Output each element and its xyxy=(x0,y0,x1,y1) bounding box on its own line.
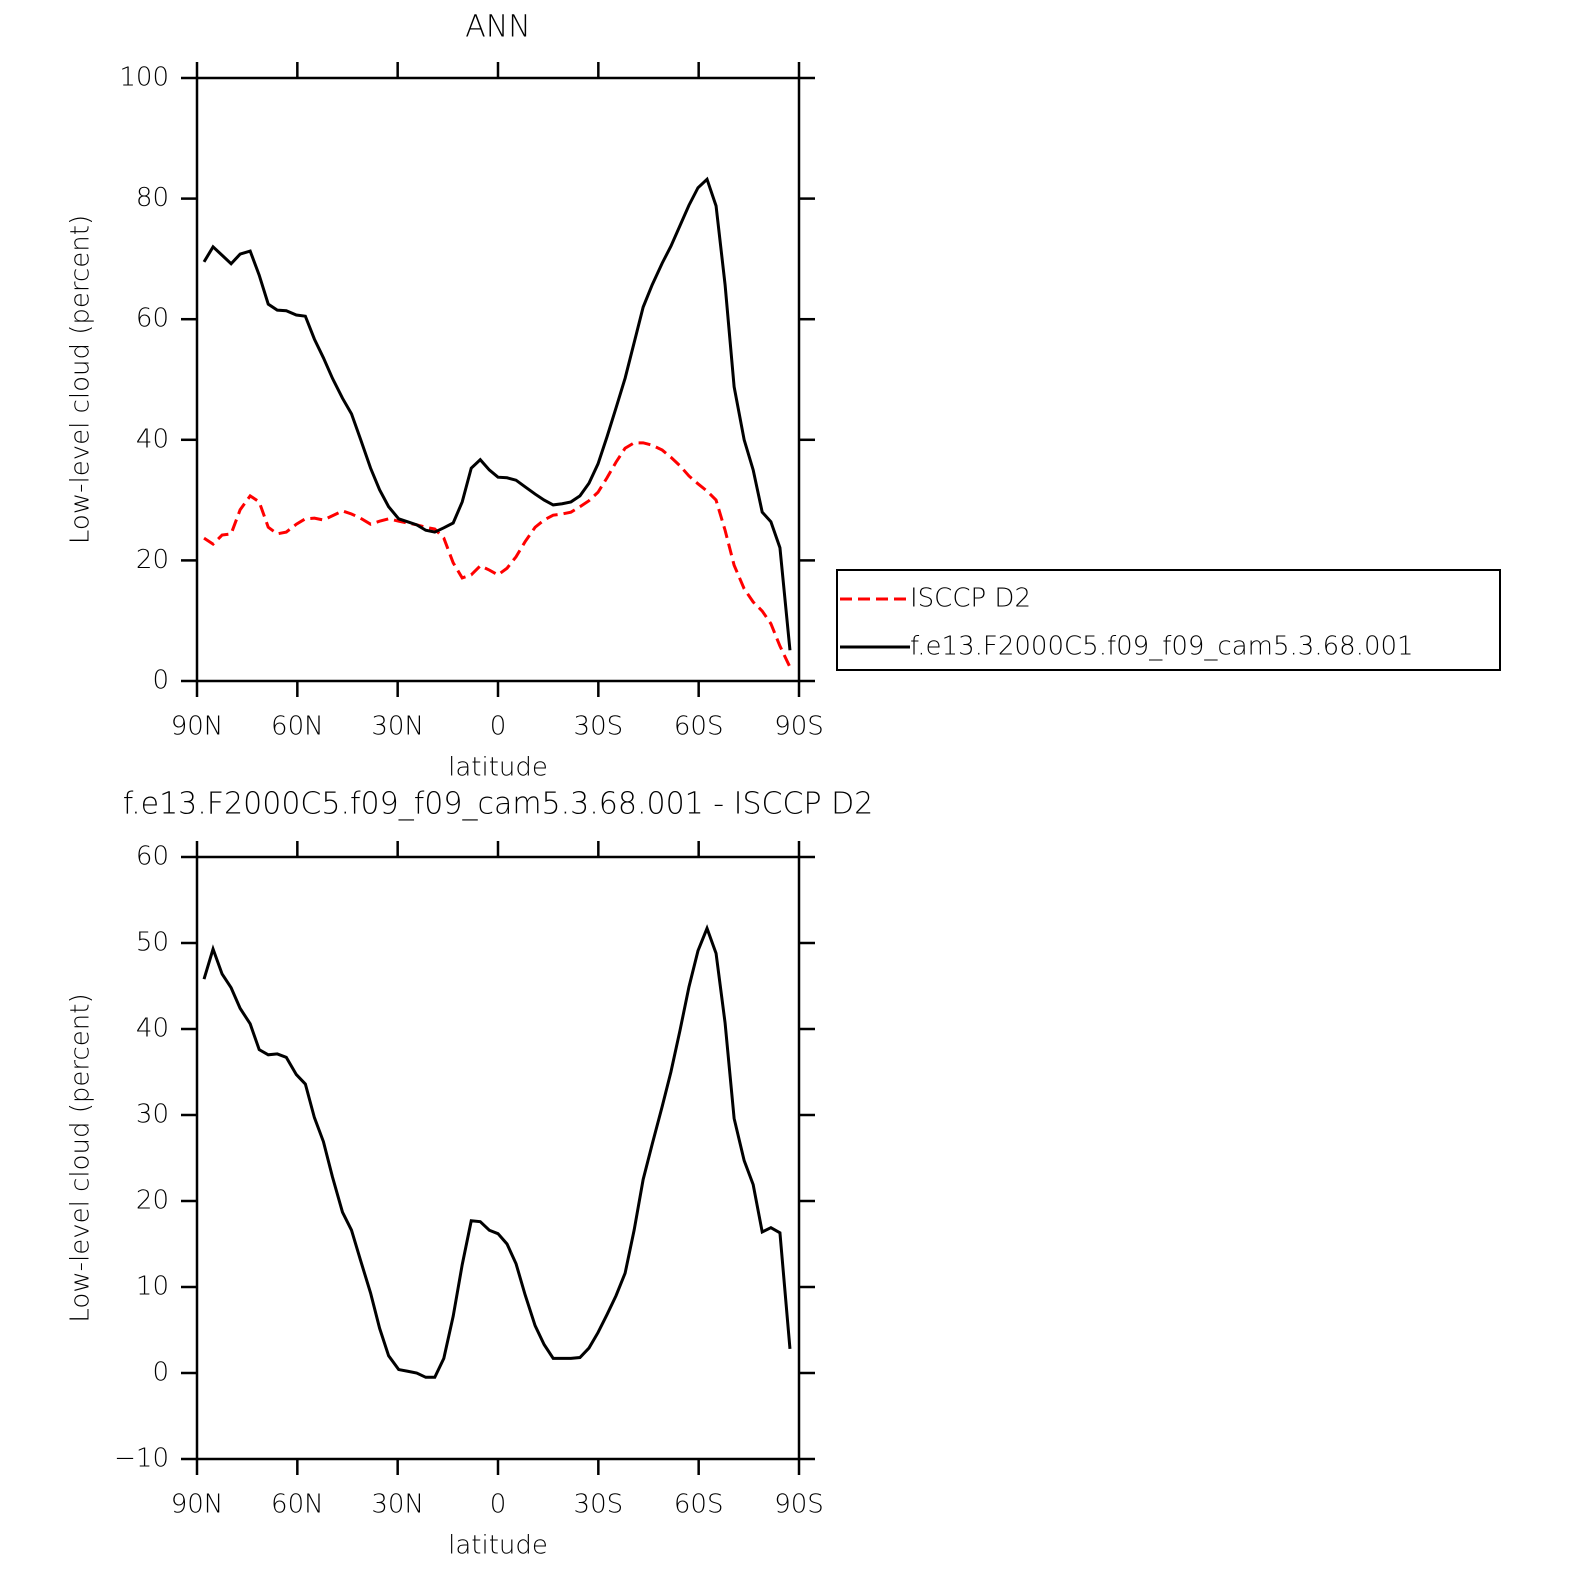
x-tick-label: 60N xyxy=(271,712,324,742)
plot-frame xyxy=(195,855,801,1461)
y-tick-label: 50 xyxy=(136,928,169,958)
y-tick-label: 80 xyxy=(136,183,169,213)
x-tick-label: 60S xyxy=(674,1490,724,1520)
y-tick-label: 30 xyxy=(136,1100,169,1130)
y-tick-label: −10 xyxy=(114,1444,169,1474)
x-tick-label: 30N xyxy=(371,1490,424,1520)
y-tick-label: 60 xyxy=(136,304,169,334)
x-tick-label: 0 xyxy=(490,712,507,742)
y-axis-label: Low-level cloud (percent) xyxy=(66,993,96,1322)
y-tick-label: 0 xyxy=(152,1358,169,1388)
plot-frame xyxy=(195,76,801,683)
y-tick-label: 20 xyxy=(136,1186,169,1216)
y-tick-label: 10 xyxy=(136,1272,169,1302)
x-tick-label: 90S xyxy=(774,1490,824,1520)
x-tick-label: 0 xyxy=(490,1490,507,1520)
x-tick-label: 90N xyxy=(171,1490,224,1520)
data-line xyxy=(203,441,792,668)
y-tick-label: 0 xyxy=(152,666,169,696)
data-line xyxy=(202,924,792,1379)
y-tick-label: 100 xyxy=(119,63,169,93)
y-tick-label: 40 xyxy=(136,424,169,454)
legend-box xyxy=(836,569,1501,671)
x-axis-label: latitude xyxy=(448,1531,548,1561)
x-tick-label: 90S xyxy=(774,712,824,742)
x-axis-label: latitude xyxy=(448,753,548,783)
y-tick-label: 20 xyxy=(136,545,169,575)
x-tick-label: 60N xyxy=(271,1490,324,1520)
x-tick-label: 30N xyxy=(371,712,424,742)
legend-label: f.e13.F2000C5.f09_f09_cam5.3.68.001 xyxy=(910,632,1414,662)
legend-label: ISCCP D2 xyxy=(910,584,1031,614)
x-tick-label: 30S xyxy=(574,712,624,742)
data-line xyxy=(202,176,792,651)
y-tick-label: 60 xyxy=(136,842,169,872)
chart-title: f.e13.F2000C5.f09_f09_cam5.3.68.001 - IS… xyxy=(123,787,874,822)
x-tick-label: 60S xyxy=(674,712,724,742)
x-tick-label: 30S xyxy=(574,1490,624,1520)
y-axis-label: Low-level cloud (percent) xyxy=(66,215,96,544)
y-tick-label: 40 xyxy=(136,1014,169,1044)
x-tick-label: 90N xyxy=(171,712,224,742)
chart-title: ANN xyxy=(465,10,530,45)
